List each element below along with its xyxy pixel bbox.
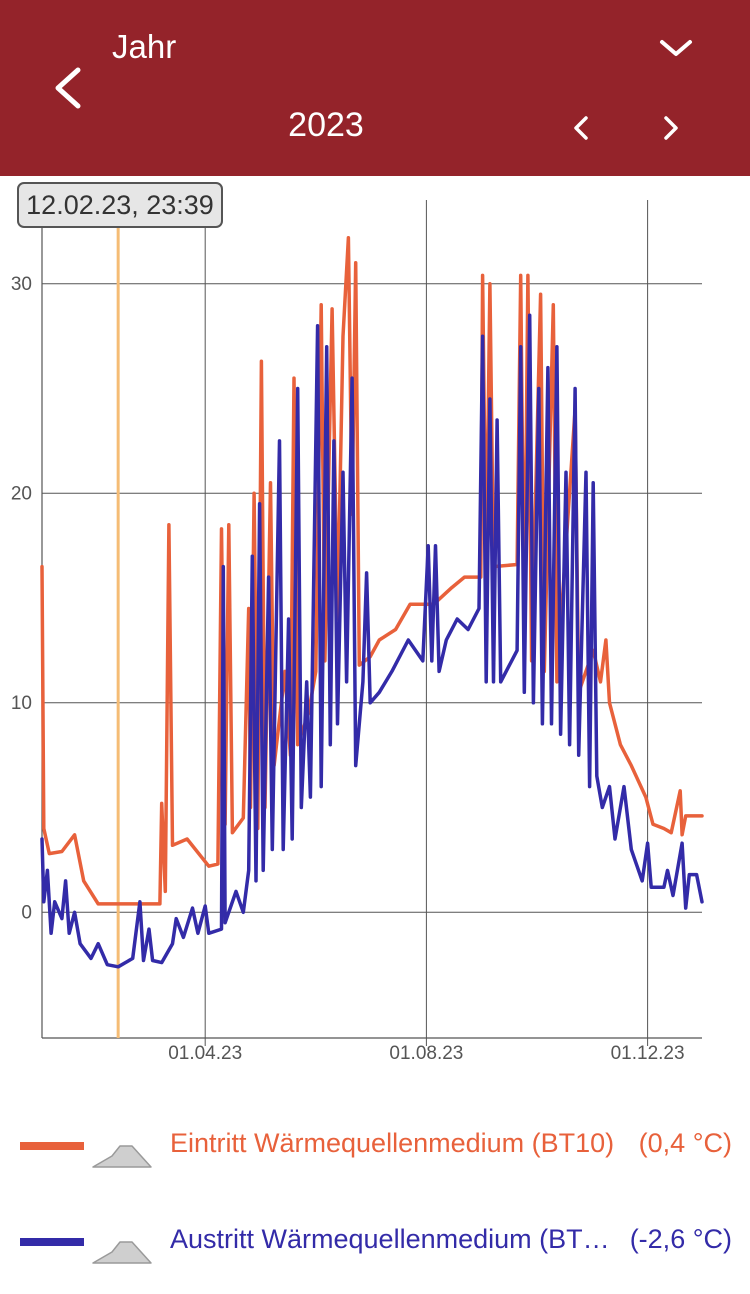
- legend-value: (0,4 °C): [638, 1128, 732, 1158]
- legend-item-inlet[interactable]: Eintritt Wärmequellenmedium (BT10) (0,4 …: [0, 1116, 750, 1176]
- back-button[interactable]: [40, 52, 100, 124]
- chevron-left-icon: [574, 116, 588, 140]
- x-tick-label: 01.12.23: [611, 1043, 685, 1064]
- legend-value: (-2,6 °C): [629, 1224, 732, 1254]
- legend-label: Eintritt Wärmequellenmedium (BT10): [170, 1128, 615, 1158]
- page-title: Jahr: [112, 28, 177, 65]
- header-bar: Jahr 2023: [0, 0, 750, 176]
- chevron-down-icon: [660, 40, 692, 56]
- series-line-inlet: [40, 235, 704, 906]
- x-tick-label: 01.04.23: [168, 1043, 242, 1064]
- y-tick-label: 0: [21, 902, 32, 923]
- legend-color-line: [20, 1238, 84, 1246]
- chevron-right-icon: [664, 116, 678, 140]
- chevron-left-icon: [55, 67, 81, 109]
- y-tick-label: 10: [11, 693, 32, 714]
- legend-label: Austritt Wärmequellenmedium (BT…: [170, 1224, 610, 1254]
- mountain-icon: [92, 1145, 152, 1168]
- y-tick-label: 20: [11, 483, 32, 504]
- area-toggle-icon[interactable]: [90, 1222, 154, 1268]
- next-year-button[interactable]: [648, 104, 692, 152]
- previous-year-button[interactable]: [560, 104, 604, 152]
- y-tick-label: 30: [11, 274, 32, 295]
- legend-color-line: [20, 1142, 84, 1150]
- x-tick-label: 01.08.23: [389, 1043, 463, 1064]
- mountain-icon: [92, 1241, 152, 1264]
- temperature-line-chart[interactable]: 0 10 20 30 01.04.23 01.08.23 01.12.23: [0, 176, 750, 1076]
- cursor-tooltip: 12.02.23, 23:39: [17, 182, 223, 228]
- area-toggle-icon[interactable]: [90, 1126, 154, 1172]
- period-dropdown-button[interactable]: [648, 24, 704, 74]
- legend-item-outlet[interactable]: Austritt Wärmequellenmedium (BT… (-2,6 °…: [0, 1212, 750, 1272]
- series-line-outlet: [40, 313, 704, 969]
- current-year: 2023: [288, 106, 364, 144]
